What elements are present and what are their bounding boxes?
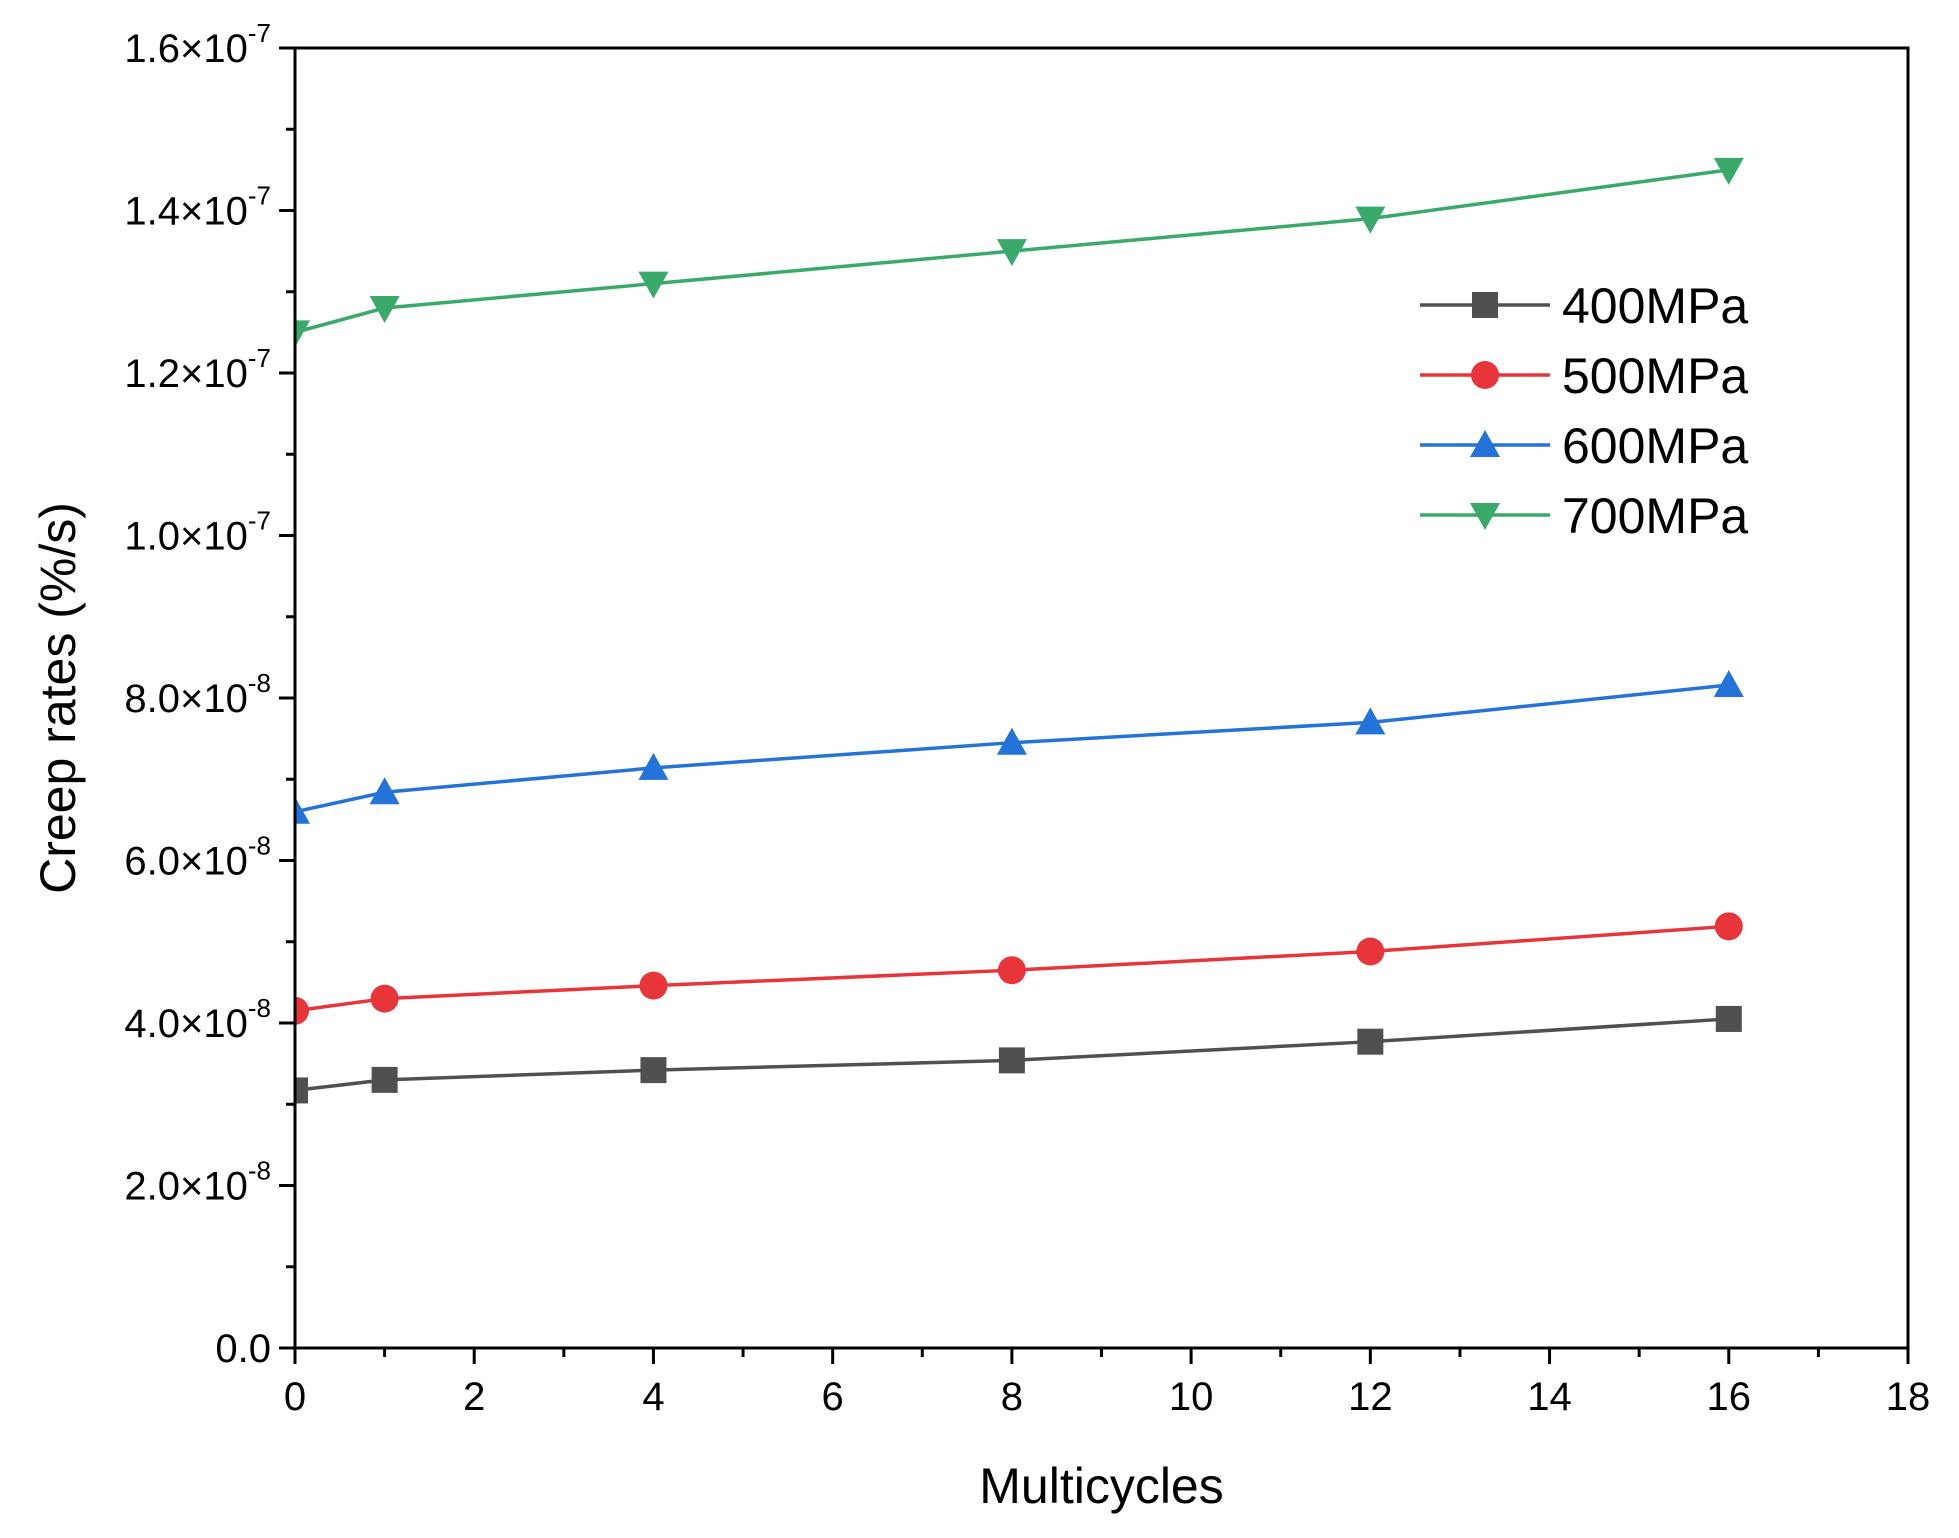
x-tick-label: 4 [642, 1375, 664, 1419]
y-tick-label: 1.0×10-7 [124, 506, 271, 559]
legend: 400MPa 500MPa 600MPa 700MPa [1420, 278, 1748, 544]
legend-item: 600MPa [1420, 418, 1748, 474]
x-tick-label: 2 [463, 1375, 485, 1419]
data-point-600MPa [638, 752, 669, 780]
x-tick-label: 10 [1169, 1375, 1214, 1419]
data-point-400MPa [998, 1047, 1025, 1074]
legend-label: 600MPa [1562, 418, 1748, 474]
data-point-700MPa [1355, 206, 1386, 234]
x-tick-label: 14 [1527, 1375, 1572, 1419]
data-point-700MPa [295, 320, 310, 348]
legend-label: 500MPa [1562, 348, 1748, 404]
series-700MPa [295, 157, 1744, 348]
series-400MPa [295, 1005, 1742, 1104]
data-point-400MPa [295, 1077, 308, 1104]
y-tick-label: 1.2×10-7 [124, 343, 271, 396]
data-point-700MPa [369, 296, 400, 323]
series-500MPa [295, 912, 1743, 1025]
data-point-400MPa [1715, 1005, 1742, 1032]
x-tick-label: 12 [1348, 1375, 1393, 1419]
x-tick-label: 16 [1707, 1375, 1752, 1419]
data-point-700MPa [996, 239, 1027, 267]
data-point-500MPa [295, 996, 309, 1025]
legend-marker [1470, 503, 1500, 530]
data-point-400MPa [640, 1057, 667, 1084]
y-tick-label: 1.4×10-7 [124, 181, 271, 234]
series-line-700MPa [295, 168, 1730, 335]
legend-item: 400MPa [1420, 278, 1748, 334]
y-tick-label: 2.0×10-8 [124, 1156, 271, 1209]
data-point-700MPa [638, 271, 669, 299]
data-point-700MPa [1713, 157, 1744, 185]
x-tick-label: 8 [1001, 1375, 1023, 1419]
y-tick-label: 1.6×10-7 [124, 18, 271, 71]
axis-layer: 0 2 4 6 8 10 12 14 16 18 0.0 2.0×10-8 4.0×10-8 6.0×10… [124, 18, 1930, 1419]
data-point-500MPa [1356, 937, 1385, 966]
data-point-400MPa [1357, 1028, 1384, 1055]
data-point-600MPa [996, 727, 1027, 755]
y-axis-title: Creep rates (%/s) [30, 502, 86, 894]
data-point-600MPa [1713, 670, 1744, 697]
data-point-600MPa [1355, 707, 1386, 735]
y-tick-label: 0.0 [215, 1327, 271, 1371]
legend-marker [1470, 430, 1500, 457]
legend-item: 500MPa [1420, 348, 1748, 404]
series-line-500MPa [295, 924, 1729, 1013]
series-600MPa [295, 670, 1744, 824]
y-tick-label: 8.0×10-8 [124, 668, 271, 721]
x-axis-title: Multicycles [979, 1458, 1223, 1514]
legend-marker [1472, 292, 1498, 318]
x-tick-label: 0 [284, 1375, 306, 1419]
data-point-500MPa [370, 984, 399, 1013]
data-point-600MPa [295, 796, 310, 824]
data-point-500MPa [1714, 912, 1743, 941]
series-line-400MPa [295, 1017, 1729, 1093]
data-point-400MPa [371, 1066, 398, 1093]
data-point-600MPa [369, 777, 400, 805]
x-tick-label: 6 [822, 1375, 844, 1419]
data-point-500MPa [639, 971, 668, 1000]
series-line-600MPa [295, 683, 1729, 814]
legend-item: 700MPa [1420, 488, 1748, 544]
y-tick-label: 6.0×10-8 [124, 831, 271, 884]
legend-marker [1471, 361, 1499, 389]
y-tick-label: 4.0×10-8 [124, 993, 271, 1046]
data-point-500MPa [997, 956, 1026, 985]
x-tick-label: 18 [1886, 1375, 1931, 1419]
legend-label: 700MPa [1562, 488, 1748, 544]
legend-label: 400MPa [1562, 278, 1748, 334]
series-layer [295, 157, 1744, 1104]
